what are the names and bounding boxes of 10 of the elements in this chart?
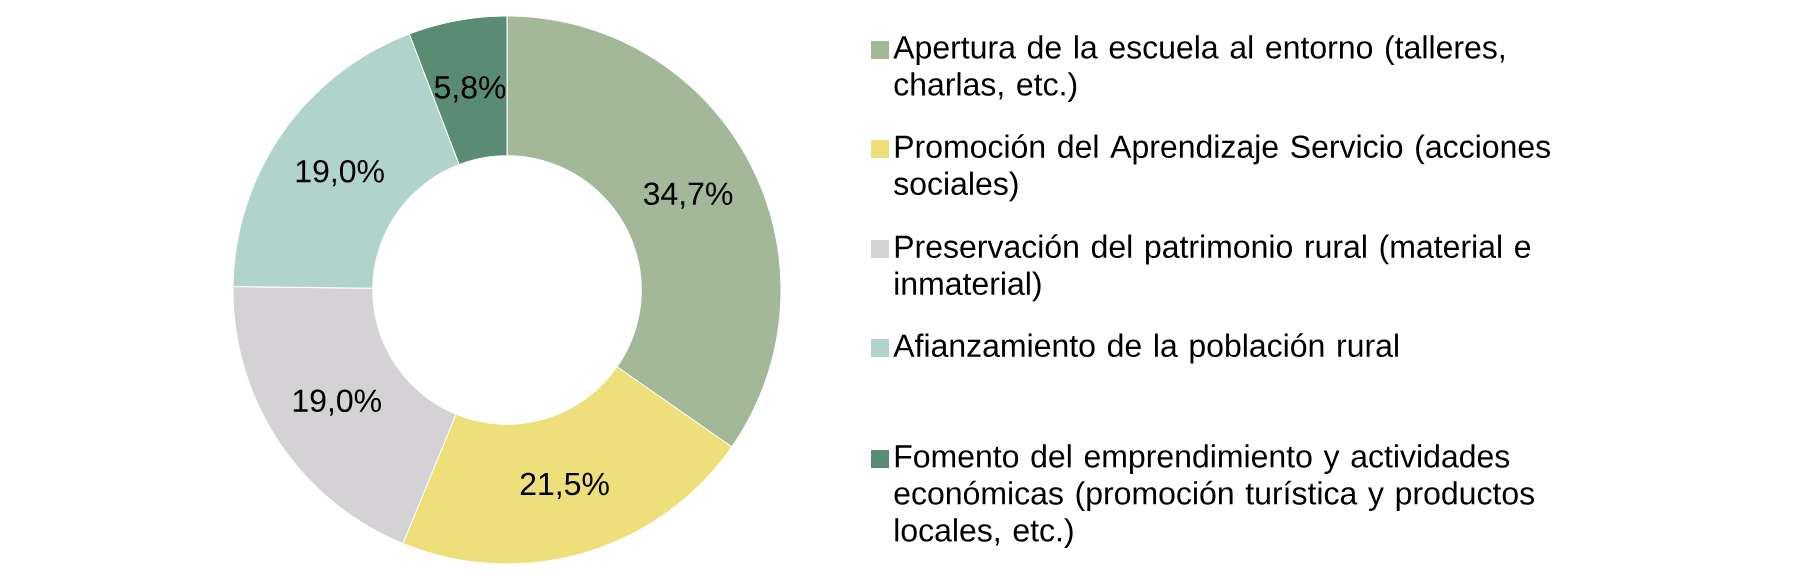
- data-label: 5,8%: [434, 76, 506, 103]
- data-label: 34,7%: [643, 182, 733, 209]
- data-label: 21,5%: [520, 472, 609, 500]
- data-label: 19,0%: [293, 389, 381, 416]
- legend-label: Apertura de la escuela al entorno (talleres, charlas, etc.): [893, 35, 1504, 102]
- data-label: 19,0%: [296, 159, 384, 187]
- legend-label: Promoción del Aprendizaje Servicio (acciones sociales): [894, 134, 1550, 202]
- legend-label: Preservación del patrimonio rural (material e inmaterial): [895, 234, 1531, 302]
- legend-label: Afianzamiento de la población rural: [893, 333, 1398, 364]
- legend-label: Fomento del emprendimiento y actividades económicas (promoción turística y productos locales, etc.): [894, 444, 1534, 548]
